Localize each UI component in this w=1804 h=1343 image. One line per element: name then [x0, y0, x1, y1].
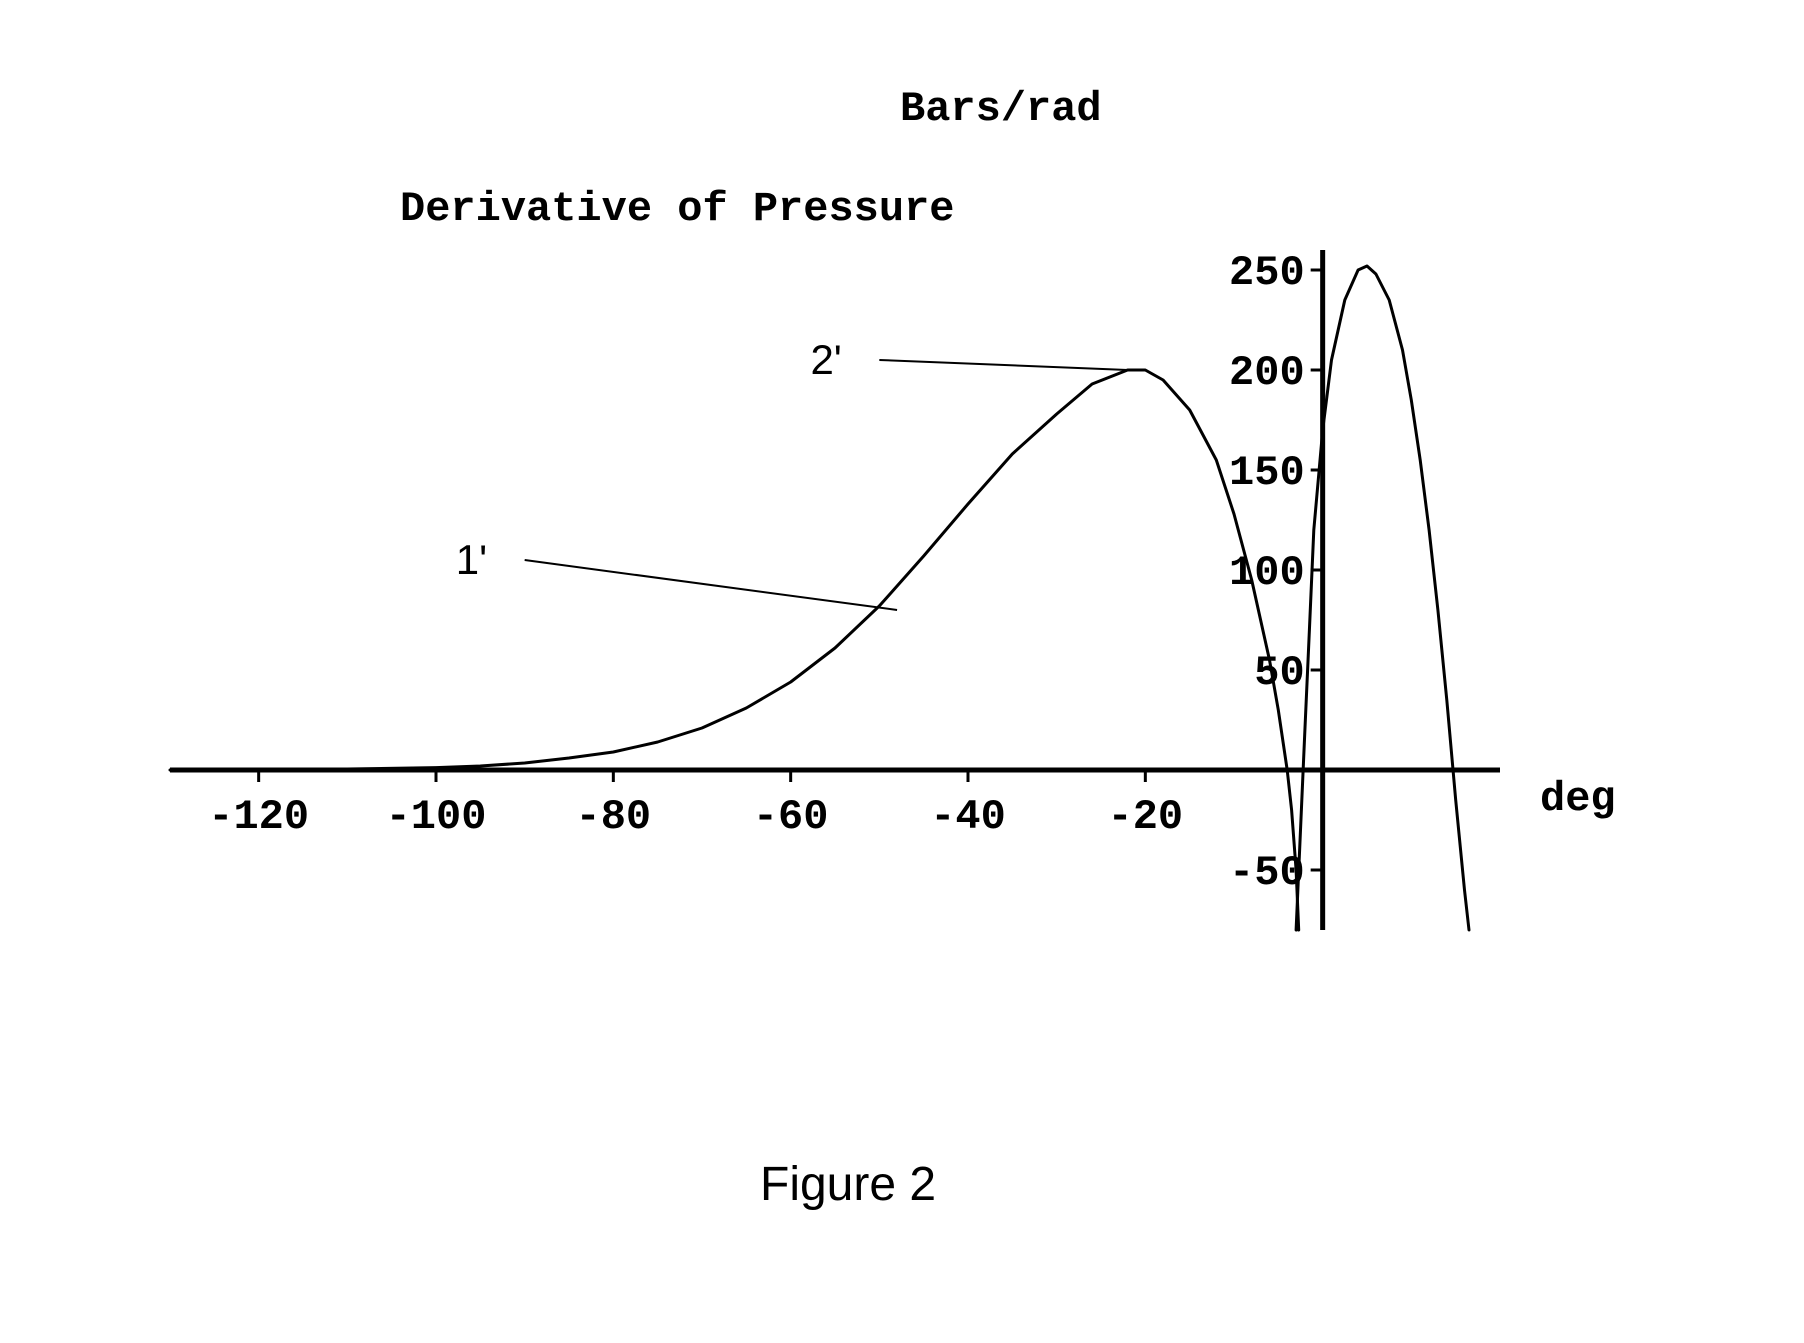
x-tick-label: -120 — [208, 793, 309, 841]
figure-caption: Figure 2 — [760, 1158, 936, 1211]
x-axis-label: deg — [1540, 775, 1616, 823]
annotation-leader — [879, 360, 1127, 370]
y-tick-label: 150 — [1229, 449, 1305, 497]
y-tick-label: 50 — [1254, 649, 1304, 697]
x-tick-label: -100 — [386, 793, 487, 841]
y-tick-label: 250 — [1229, 249, 1305, 297]
annotation-leader — [525, 560, 897, 610]
y-tick-label: 200 — [1229, 349, 1305, 397]
annotation-label: 2' — [810, 336, 841, 383]
x-tick-label: -80 — [576, 793, 652, 841]
x-tick-label: -40 — [930, 793, 1006, 841]
chart-container: -120 -100 -80 -60 -40 -20 -50 50 100 150 200 250 2' 1… — [0, 0, 1804, 1343]
series-curve-1 — [170, 370, 1299, 930]
annotation-label: 1' — [456, 536, 487, 583]
y-unit-label: Bars/rad — [900, 85, 1102, 133]
y-tick-label: -50 — [1229, 849, 1305, 897]
x-tick-label: -20 — [1108, 793, 1184, 841]
chart-svg: -120 -100 -80 -60 -40 -20 -50 50 100 150 200 250 2' 1… — [0, 0, 1804, 1343]
chart-title: Derivative of Pressure — [400, 185, 955, 233]
y-tick-label: 100 — [1229, 549, 1305, 597]
x-tick-label: -60 — [753, 793, 829, 841]
